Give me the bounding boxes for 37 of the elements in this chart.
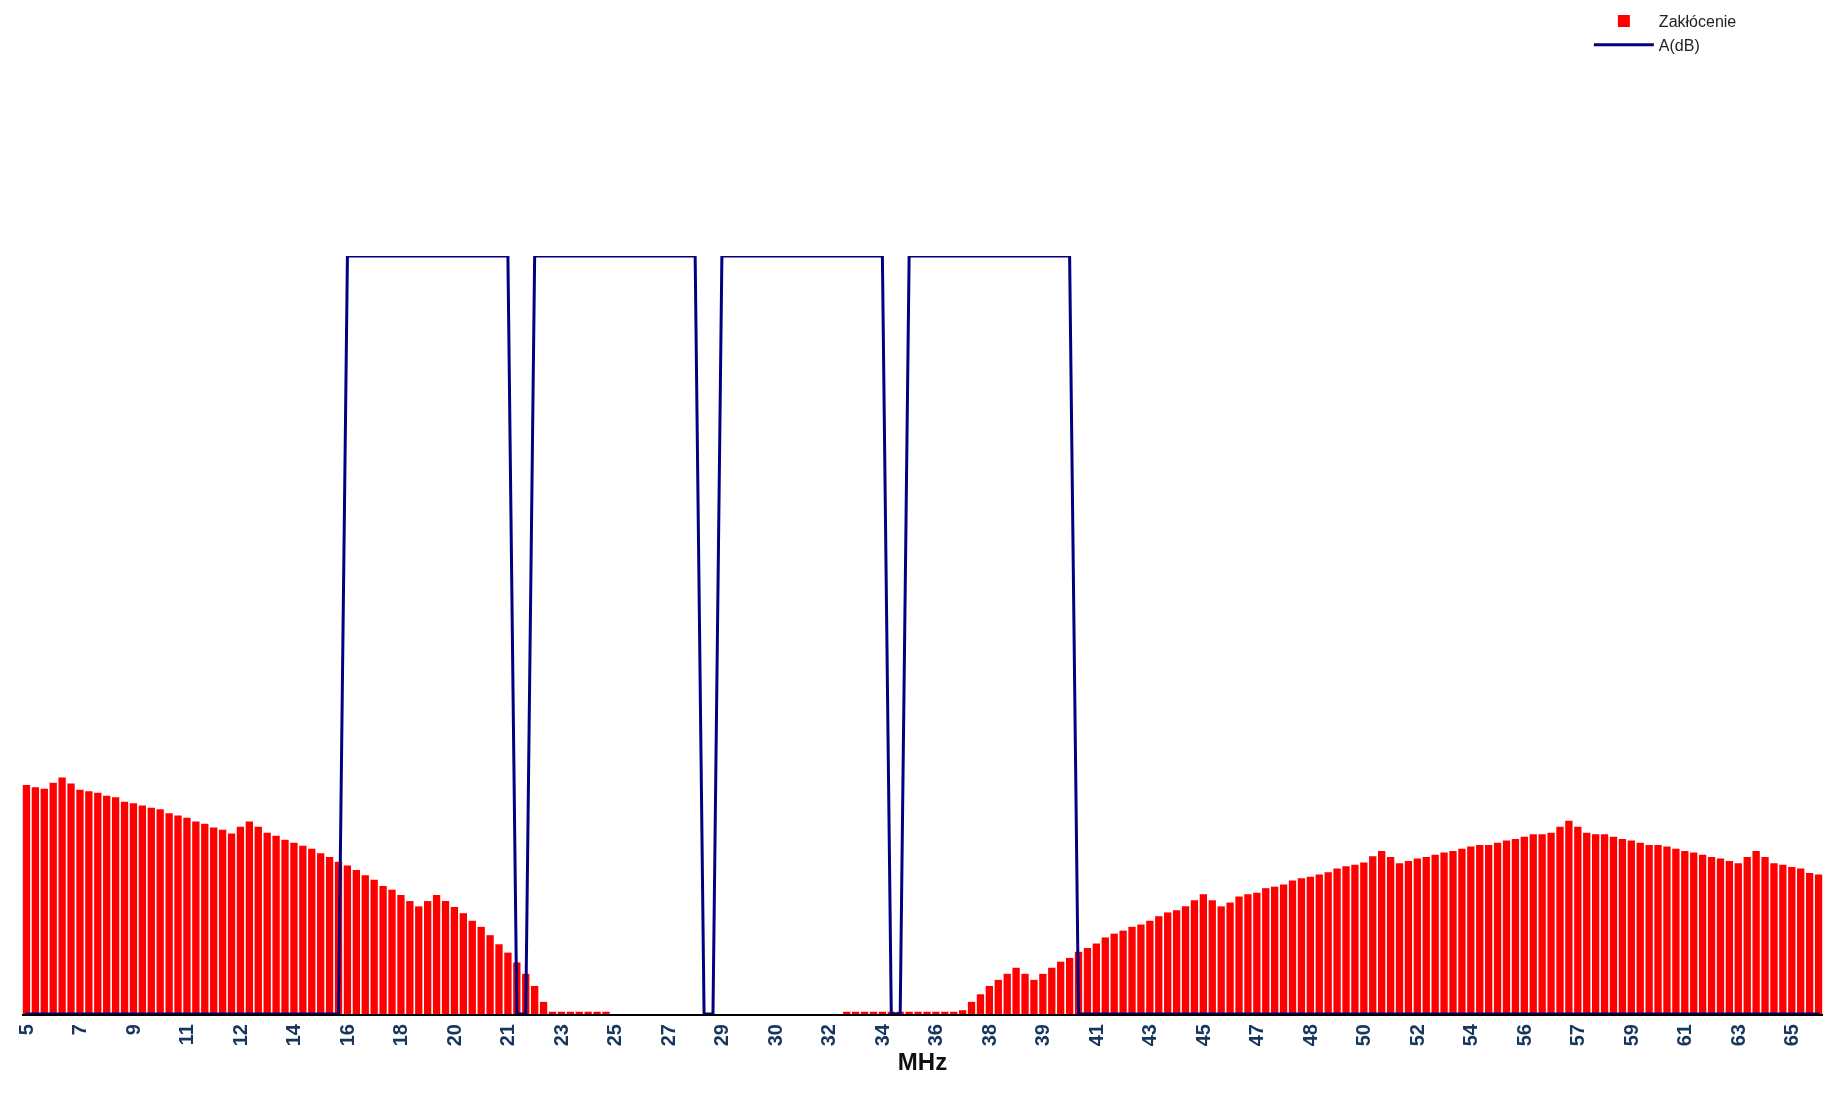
x-tick-label: 20: [442, 1024, 465, 1047]
legend-label: A(dB): [1658, 36, 1700, 54]
x-tick-label: 39: [1031, 1024, 1054, 1047]
legend-label: Zakłócenie: [1658, 13, 1737, 31]
x-tick-label: 56: [1512, 1024, 1535, 1047]
x-tick-label: 57: [1566, 1024, 1589, 1047]
x-tick-label: 29: [710, 1024, 733, 1047]
x-tick-label: 41: [1084, 1024, 1107, 1047]
x-tick-label: 45: [1191, 1024, 1214, 1047]
x-tick-label: 54: [1459, 1023, 1482, 1047]
x-tick-label: 63: [1726, 1024, 1749, 1047]
x-tick-label: 38: [977, 1024, 1000, 1047]
x-tick-label: 25: [603, 1024, 626, 1047]
x-tick-label: 5: [14, 1024, 37, 1036]
x-tick-label: 9: [121, 1024, 144, 1036]
x-tick-label: 30: [763, 1024, 786, 1047]
x-tick-label: 7: [68, 1024, 91, 1036]
x-tick-label: 23: [549, 1024, 572, 1047]
x-tick-label: 36: [924, 1024, 947, 1047]
x-tick-label: 50: [1352, 1024, 1375, 1047]
x-tick-label: 65: [1780, 1024, 1803, 1047]
x-tick-label: 48: [1298, 1024, 1321, 1047]
x-tick-label: 34: [870, 1023, 893, 1047]
x-tick-label: 18: [389, 1024, 412, 1047]
x-tick-label: 47: [1245, 1024, 1268, 1047]
x-tick-label: 11: [175, 1024, 198, 1046]
x-tick-label: 21: [496, 1024, 519, 1047]
x-tick-label: 16: [335, 1024, 358, 1047]
x-tick-label: 61: [1673, 1024, 1696, 1047]
x-axis-title: MHz: [897, 1048, 948, 1076]
x-tick-label: 32: [817, 1024, 840, 1047]
x-tick-label: 12: [228, 1024, 251, 1047]
x-tick-label: 52: [1405, 1024, 1428, 1047]
x-tick-label: 27: [656, 1024, 679, 1047]
x-tick-label: 43: [1138, 1024, 1161, 1047]
x-tick-label: 14: [282, 1023, 305, 1047]
x-tick-label: 59: [1619, 1024, 1642, 1047]
